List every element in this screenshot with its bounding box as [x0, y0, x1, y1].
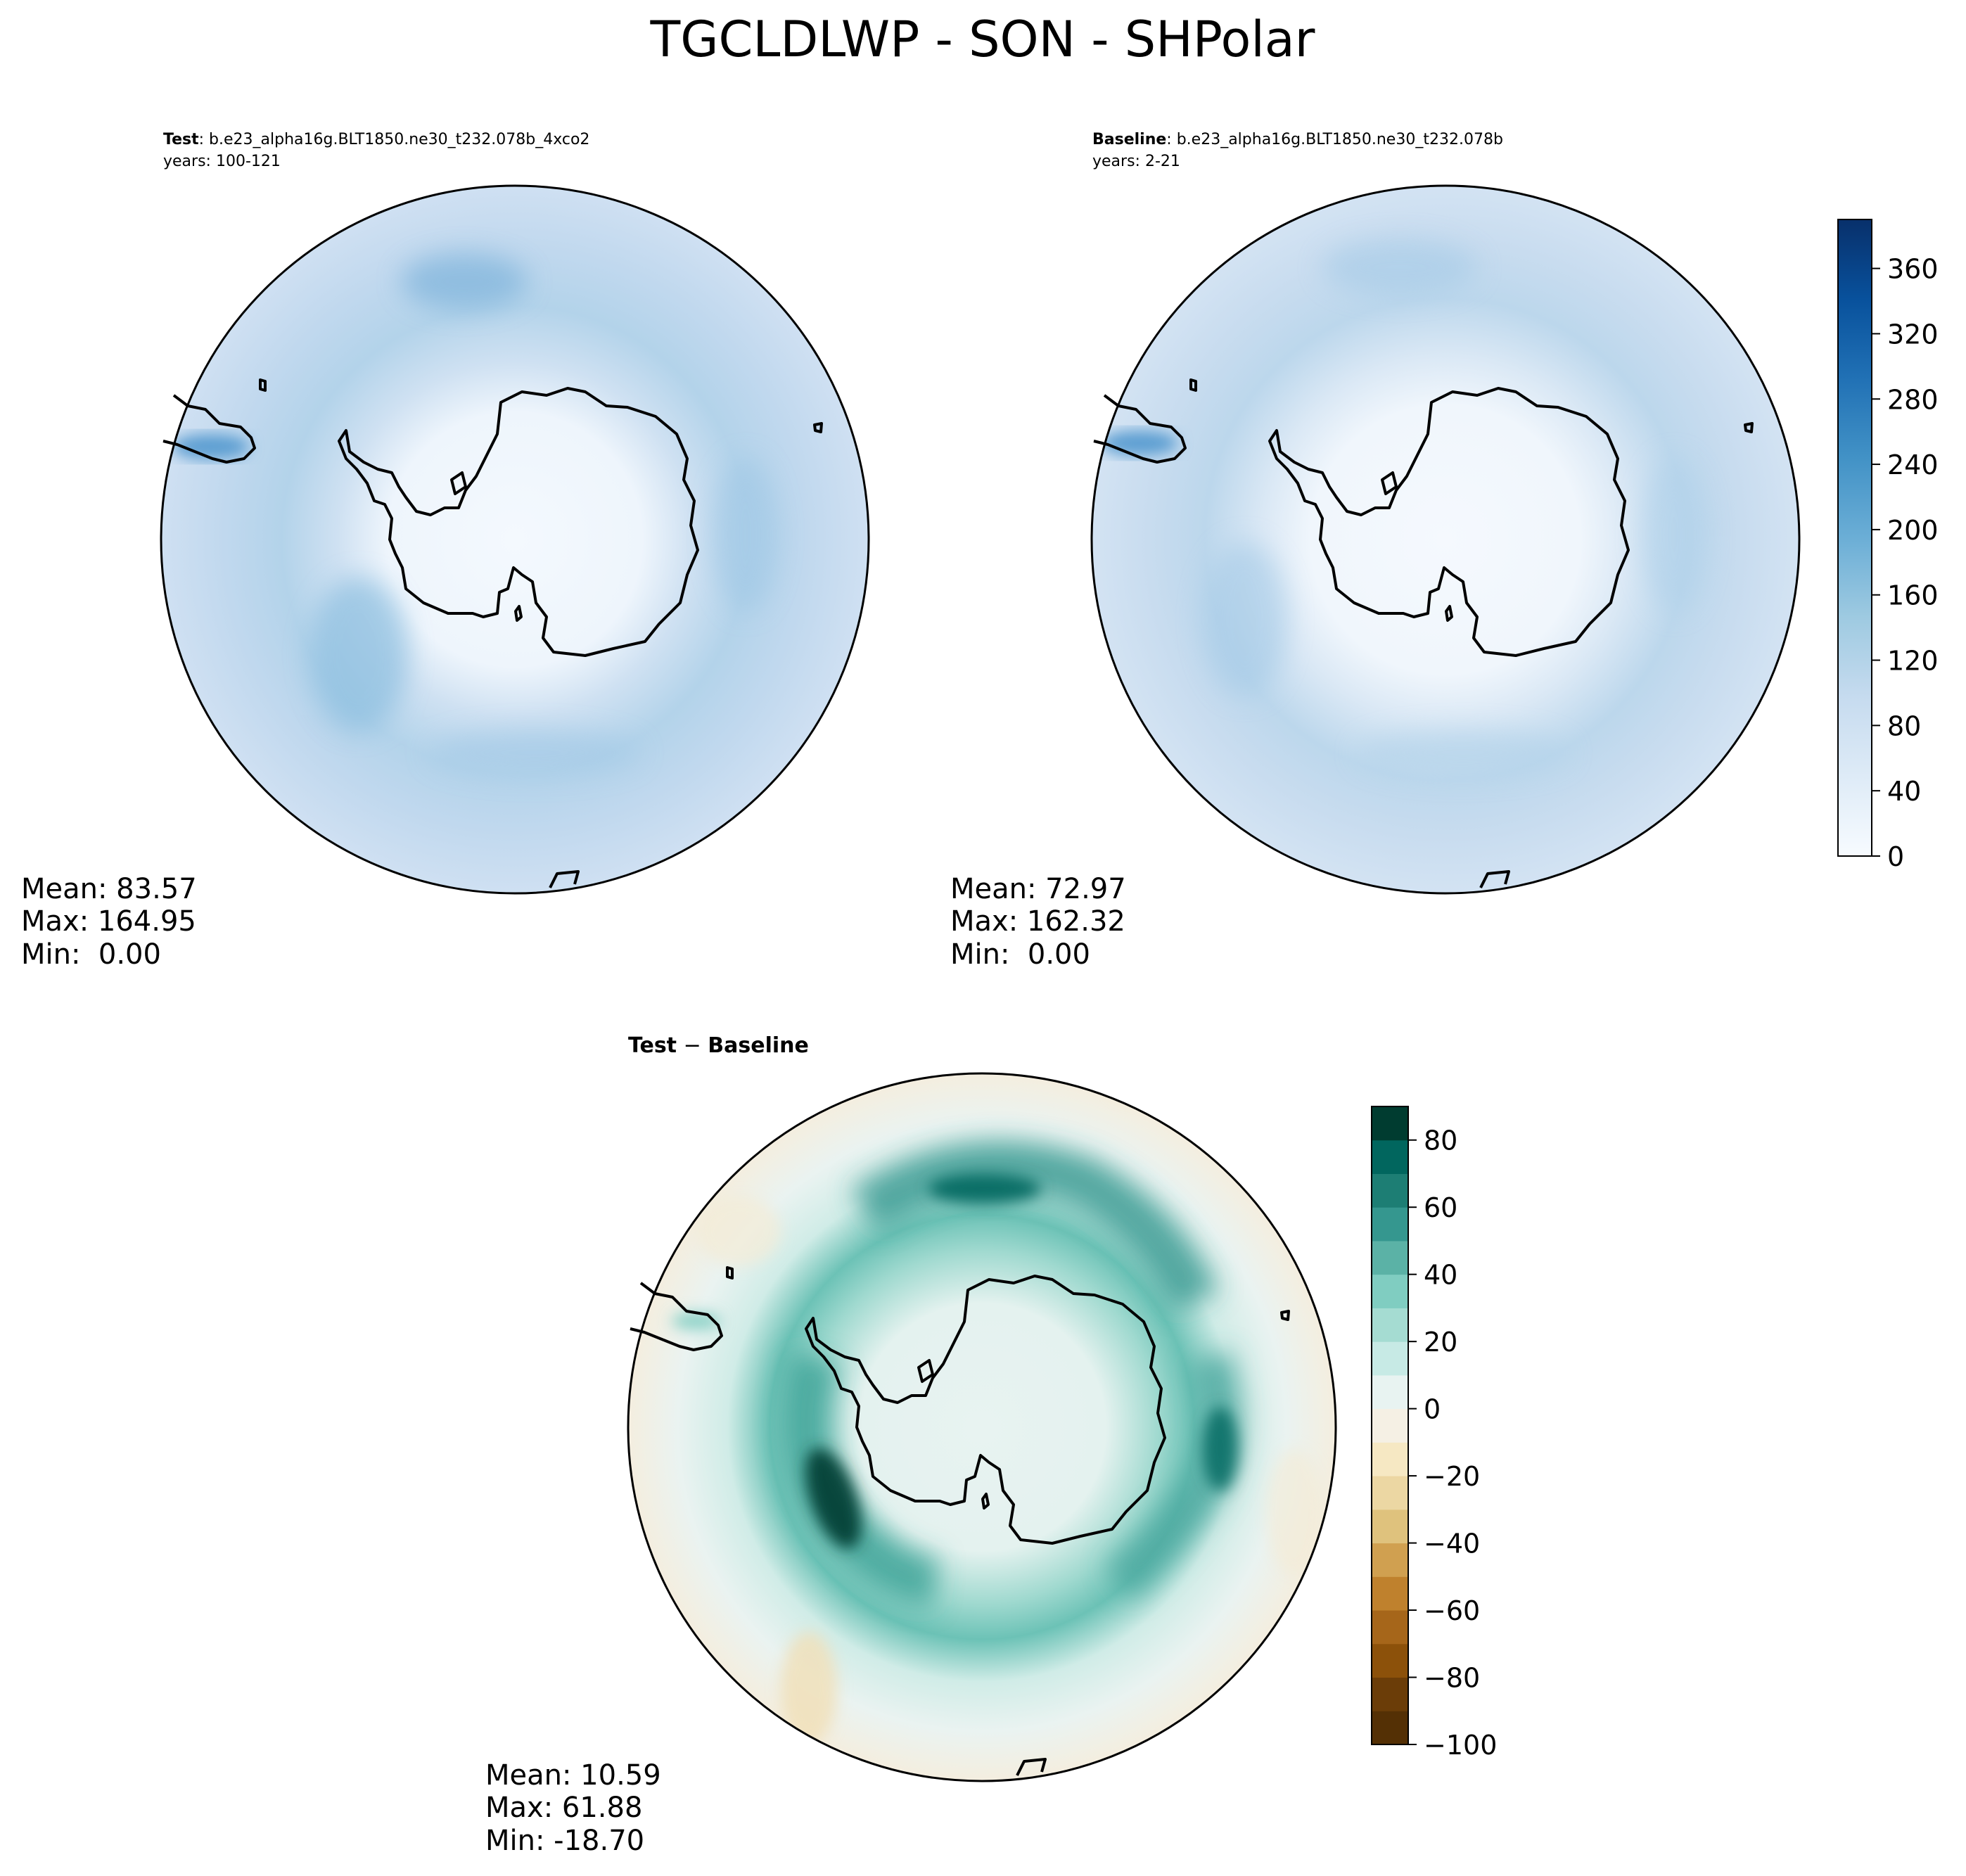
colorbar-diff-bands: [1372, 1106, 1408, 1745]
colorbar-diff-tick-label: 60: [1424, 1192, 1457, 1223]
stats-diff-mean: Mean: 10.59: [485, 1759, 661, 1792]
stats-diff-max: Max: 61.88: [485, 1792, 642, 1824]
colorbar-diff: −100 −80 −60 −40 −20 0 20 40 60 80: [1371, 1106, 1497, 1761]
colorbar-abs-tick-label: 80: [1887, 710, 1921, 741]
panel-diff-label-test: Test: [628, 1033, 677, 1058]
figure-title: TGCLDLWP - SON - SHPolar: [650, 11, 1315, 68]
stats-test-mean: Mean: 83.57: [21, 873, 197, 905]
colorbar-diff-band: [1372, 1643, 1408, 1678]
colorbar-diff-tick-label: −80: [1424, 1663, 1480, 1694]
colorbar-diff-band: [1372, 1610, 1408, 1645]
colorbar-abs-tick-label: 160: [1887, 580, 1939, 611]
panel-baseline-label: Baseline: [1092, 131, 1166, 148]
coastline-baseline: [1093, 378, 1754, 888]
panel-diff-sep: −: [677, 1033, 708, 1058]
stats-baseline-max: Max: 162.32: [950, 905, 1125, 938]
colorbar-diff-band: [1372, 1374, 1408, 1410]
panel-test: Test: b.e23_alpha16g.BLT1850.ne30_t232.0…: [21, 131, 870, 971]
colorbar-diff-band: [1372, 1509, 1408, 1544]
colorbar-diff-tick-label: 80: [1424, 1125, 1457, 1156]
colorbar-abs-tick-label: 200: [1887, 515, 1939, 546]
colorbar-diff-band: [1372, 1106, 1408, 1141]
stats-test-min: Min: 0.00: [21, 938, 161, 971]
colorbar-abs-ticks: 0 40 80 120 160 200 240 280 320 360: [1872, 254, 1939, 872]
panel-test-header: Test: b.e23_alpha16g.BLT1850.ne30_t232.0…: [163, 131, 589, 148]
colorbar-diff-tick-label: −60: [1424, 1595, 1480, 1626]
panel-test-years: years: 100-121: [163, 153, 281, 170]
colorbar-abs-tick-label: 40: [1887, 776, 1921, 807]
stats-test-max: Max: 164.95: [21, 905, 196, 938]
colorbar-diff-tick-label: −100: [1424, 1730, 1497, 1761]
colorbar-diff-tick-label: 0: [1424, 1394, 1441, 1425]
colorbar-diff-band: [1372, 1274, 1408, 1308]
colorbar-diff-tick-label: 20: [1424, 1327, 1457, 1358]
stats-diff-min: Min: -18.70: [485, 1825, 644, 1857]
panel-test-case: : b.e23_alpha16g.BLT1850.ne30_t232.078b_…: [199, 131, 590, 148]
colorbar-abs-tick-label: 280: [1887, 384, 1939, 415]
colorbar-diff-band: [1372, 1341, 1408, 1376]
panel-baseline-years: years: 2-21: [1092, 153, 1180, 170]
colorbar-diff-frame: [1371, 1106, 1409, 1745]
panel-baseline: Baseline: b.e23_alpha16g.BLT1850.ne30_t2…: [950, 131, 1801, 971]
colorbar-diff-band: [1372, 1543, 1408, 1577]
panel-baseline-case: : b.e23_alpha16g.BLT1850.ne30_t232.078b: [1166, 131, 1503, 148]
map-diff: [627, 1072, 1337, 1782]
panel-test-label: Test: [163, 131, 199, 148]
map-baseline: [1090, 184, 1801, 895]
colorbar-diff-band: [1372, 1207, 1408, 1242]
colorbar-abs-tick-label: 120: [1887, 646, 1939, 677]
colorbar-abs: 0 40 80 120 160 200 240 280 320 360: [1837, 219, 1939, 872]
colorbar-diff-ticks: −100 −80 −60 −40 −20 0 20 40 60 80: [1408, 1125, 1497, 1761]
colorbar-diff-band: [1372, 1173, 1408, 1208]
colorbar-diff-tick-label: −40: [1424, 1529, 1480, 1559]
colorbar-diff-band: [1372, 1308, 1408, 1342]
colorbar-diff-band: [1372, 1442, 1408, 1476]
panel-diff: Test − Baseline: [485, 1033, 1337, 1857]
map-test: [160, 184, 870, 895]
stats-baseline-mean: Mean: 72.97: [950, 873, 1126, 905]
colorbar-diff-band: [1372, 1408, 1408, 1443]
colorbar-abs-tick-label: 360: [1887, 254, 1939, 285]
colorbar-diff-tick-label: 40: [1424, 1260, 1457, 1291]
colorbar-abs-bar: [1837, 219, 1872, 857]
colorbar-diff-band: [1372, 1711, 1408, 1745]
coastline-diff: [630, 1266, 1290, 1776]
colorbar-diff-band: [1372, 1576, 1408, 1611]
colorbar-abs-tick-label: 240: [1887, 449, 1939, 480]
colorbar-abs-tick-label: 320: [1887, 319, 1939, 350]
colorbar-diff-band: [1372, 1677, 1408, 1711]
colorbar-abs-tick-label: 0: [1887, 841, 1904, 872]
coastline-test: [162, 378, 823, 888]
panel-baseline-header: Baseline: b.e23_alpha16g.BLT1850.ne30_t2…: [1092, 131, 1503, 148]
colorbar-diff-band: [1372, 1140, 1408, 1174]
colorbar-diff-tick-label: −20: [1424, 1461, 1480, 1492]
colorbar-diff-band: [1372, 1240, 1408, 1275]
panel-diff-header: Test − Baseline: [628, 1033, 809, 1058]
panel-diff-label-baseline: Baseline: [708, 1033, 809, 1058]
stats-baseline-min: Min: 0.00: [950, 938, 1090, 971]
colorbar-diff-band: [1372, 1476, 1408, 1510]
